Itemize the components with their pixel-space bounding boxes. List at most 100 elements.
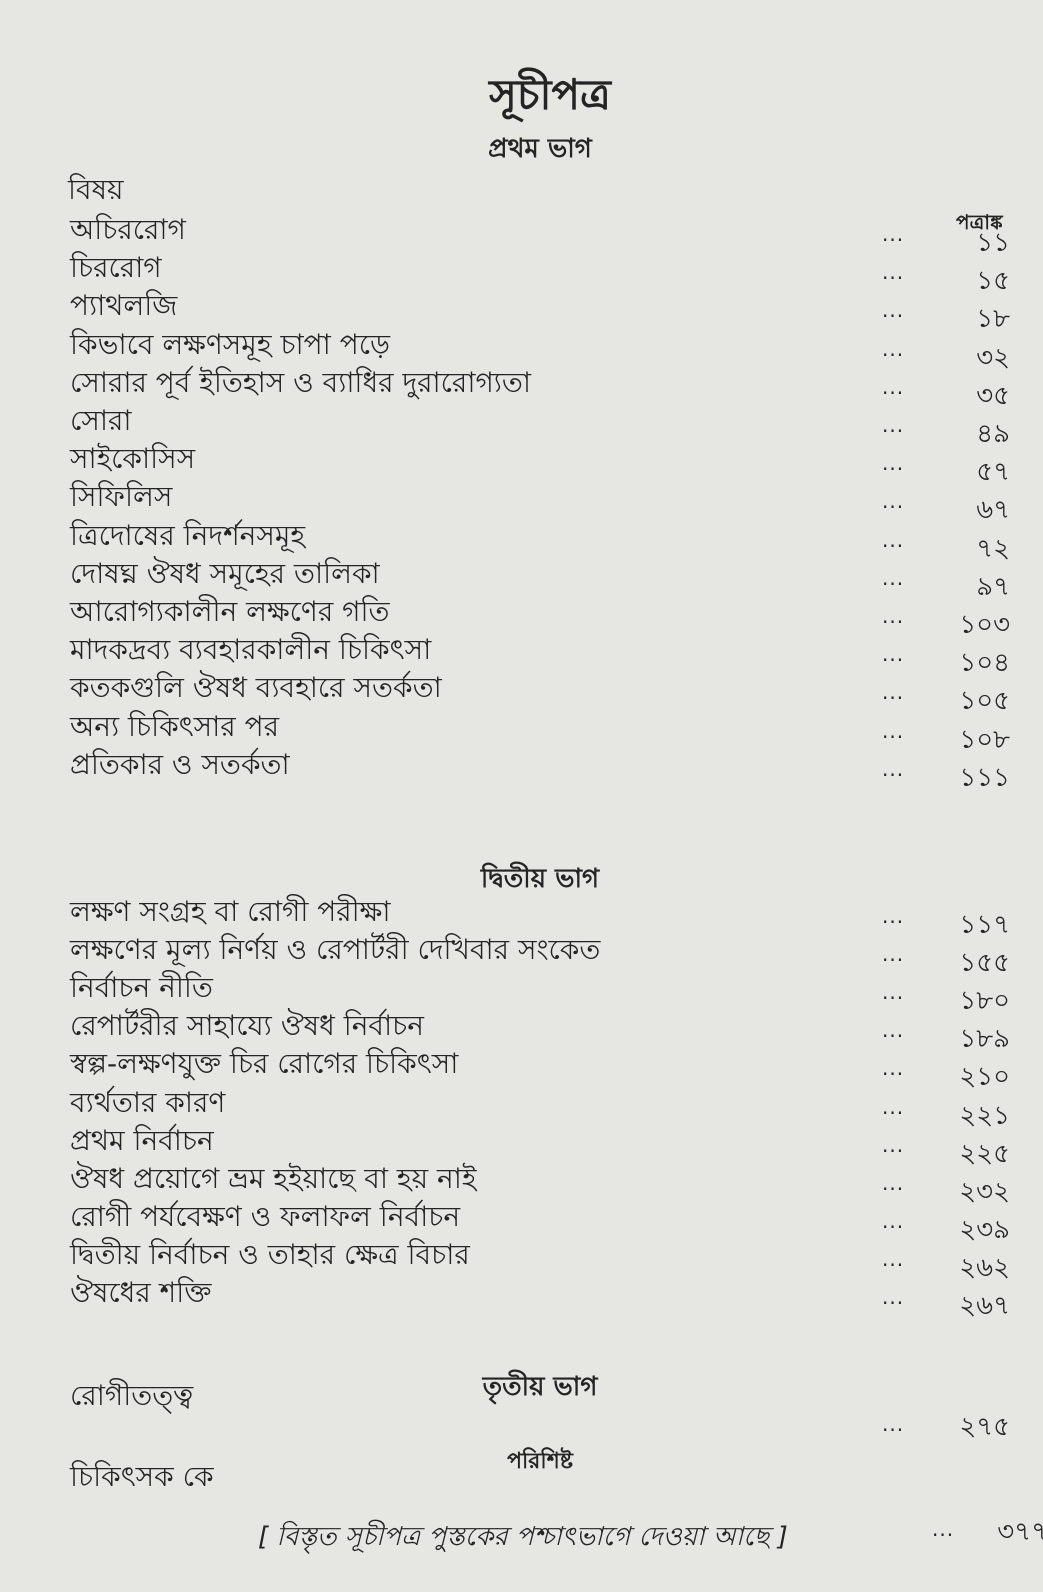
leader-dots: ...: [882, 1285, 905, 1309]
toc-entry-title: প্রতিকার ও সতর্কতা: [70, 747, 290, 781]
toc-entry-title: লক্ষণের মূল্য নির্ণয় ও রেপার্টরী দেখিবা…: [70, 933, 601, 967]
toc-entry-page: ৩২: [976, 342, 1010, 373]
toc-entry-title: স্বল্প-লক্ষণযুক্ত চির রোগের চিকিৎসা: [70, 1047, 459, 1081]
toc-row: অচিররোগ... ১১: [70, 208, 1010, 258]
toc-entry-title: ত্রিদোষের নিদর্শনসমূহ: [70, 518, 306, 552]
leader-dots: ...: [882, 336, 905, 361]
toc-row: রোগী পর্যবেক্ষণ ও ফলাফল নির্বাচন... ২৩৯: [70, 1195, 1010, 1245]
leader-dots: ...: [882, 1170, 905, 1195]
toc-entry-page: ১১১: [959, 762, 1010, 793]
toc-entry-page: ৫৭: [976, 457, 1010, 488]
toc-row: স্বল্প-লক্ষণযুক্ত চির রোগের চিকিৎসা... ২১…: [70, 1042, 1010, 1092]
leader-dots: ...: [882, 1132, 905, 1157]
leader-dots: ...: [882, 1412, 905, 1436]
leader-dots: ...: [882, 904, 905, 928]
part-heading-appendix: পরিশিষ্ট: [507, 1449, 573, 1474]
toc-entry-page: ৪৯: [976, 419, 1010, 449]
toc-entry-title: চিররোগ: [70, 251, 162, 285]
leader-dots: ...: [882, 1094, 905, 1119]
toc-row: প্যাথলজি... ১৮: [70, 284, 1010, 334]
subject-header: বিষয়: [68, 173, 124, 206]
toc-entry-title: সিফিলিস: [70, 480, 173, 514]
toc-entry-title: রেপার্টরীর সাহায্যে ঔষধ নির্বাচন: [70, 1009, 424, 1043]
toc-entry-title: রোগী পর্যবেক্ষণ ও ফলাফল নির্বাচন: [70, 1199, 461, 1233]
toc-row: কিভাবে লক্ষণসমূহ চাপা পড়ে... ৩২: [70, 323, 1010, 373]
page-title: সূচীপত্র: [489, 70, 611, 119]
leader-dots: ...: [882, 604, 905, 628]
toc-entry-title: কতকগুলি ঔষধ ব্যবহারে সতর্কতা: [70, 671, 442, 705]
toc-row: দ্বিতীয় নির্বাচন ও তাহার ক্ষেত্র বিচার.…: [70, 1233, 1010, 1283]
toc-row: রেপার্টরীর সাহায্যে ঔষধ নির্বাচন... ১৮৯: [70, 1004, 1010, 1054]
toc-row: লক্ষণের মূল্য নির্ণয় ও রেপার্টরী দেখিবা…: [70, 928, 1010, 978]
leader-dots: ...: [882, 527, 905, 552]
toc-entry-page: ২৭৫: [959, 1412, 1010, 1442]
toc-entry-page: ১৫: [976, 266, 1010, 297]
toc-row: নির্বাচন নীতি... ১৮০: [70, 966, 1010, 1016]
toc-entry-title: সাইকোসিস: [70, 442, 196, 476]
leader-dots: ...: [882, 222, 905, 246]
toc-entry-title: সোরা: [70, 404, 132, 437]
toc-row: প্রথম নির্বাচন... ২২৫: [70, 1119, 1010, 1169]
leader-dots: ...: [932, 1517, 955, 1541]
toc-entry-title: প্রথম নির্বাচন: [70, 1123, 214, 1157]
part-heading-3: তৃতীয় ভাগ: [482, 1372, 598, 1402]
toc-entry-title: ঔষধ প্রয়োগে ভ্রম হইয়াছে বা হয় নাই: [70, 1161, 477, 1195]
toc-row: আরোগ্যকালীন লক্ষণের গতি... ১০৩: [70, 590, 1010, 640]
toc-entry-page: ১০৪: [959, 648, 1010, 679]
toc-row: সোরার পূর্ব ইতিহাস ও ব্যাধির দুরারোগ্যতা…: [70, 361, 1010, 411]
leader-dots: ...: [882, 642, 905, 667]
leader-dots: ...: [882, 1018, 905, 1043]
toc-entry-title: অচিররোগ: [70, 213, 186, 246]
leader-dots: ...: [882, 565, 905, 590]
toc-entry-page: ২১০: [959, 1062, 1010, 1093]
toc-entry-title: প্যাথলজি: [70, 289, 178, 323]
toc-row: রোগীতত্ত্ব... ২৭৫: [70, 1374, 1010, 1442]
toc-row: চিররোগ... ১৫: [70, 246, 1010, 296]
leader-dots: ...: [882, 980, 905, 1005]
toc-row: ব্যর্থতার কারণ... ২২১: [70, 1081, 1010, 1131]
toc-row: প্রতিকার ও সতর্কতা... ১১১: [70, 743, 1010, 793]
leader-dots: ...: [882, 756, 905, 781]
toc-entry-title: অন্য চিকিৎসার পর: [70, 709, 279, 743]
toc-entry-title: লক্ষণ সংগ্রহ বা রোগী পরীক্ষা: [70, 895, 391, 928]
toc-row: মাদকদ্রব্য ব্যবহারকালীন চিকিৎসা... ১০৪: [70, 628, 1010, 678]
toc-entry-title: চিকিৎসক কে: [70, 1460, 214, 1493]
toc-row: দোষঘ্ন ঔষধ সমূহের তালিকা... ৯৭: [70, 552, 1010, 602]
toc-row: সাইকোসিস... ৫৭: [70, 437, 1010, 487]
toc-entry-title: কিভাবে লক্ষণসমূহ চাপা পড়ে: [70, 327, 390, 361]
toc-row: কতকগুলি ঔষধ ব্যবহারে সতর্কতা... ১০৫: [70, 666, 1010, 716]
toc-entry-page: ৭২: [976, 533, 1010, 564]
toc-entry-page: ১০৮: [959, 724, 1010, 755]
toc-entry-title: দোষঘ্ন ঔষধ সমূহের তালিকা: [70, 556, 380, 590]
footnote: [ বিস্তৃত সূচীপত্র পুস্তকের পশ্চাৎভাগে দ…: [258, 1522, 788, 1552]
toc-entry-page: ২২১: [959, 1100, 1010, 1131]
toc-entry-page: ৩৭৭: [997, 1517, 1043, 1547]
toc-entry-page: ২২৫: [959, 1138, 1010, 1169]
part-heading-2: দ্বিতীয় ভাগ: [480, 864, 600, 894]
toc-entry-page: ৩৫: [976, 380, 1010, 411]
page-number-header: পত্রাঙ্ক: [956, 210, 1003, 234]
toc-entry-page: ৬৭: [976, 495, 1010, 526]
toc-entry-page: ১০৩: [959, 610, 1010, 640]
toc-entry-title: রোগীতত্ত্ব: [70, 1379, 194, 1412]
toc-entry-page: ২৩৯: [959, 1214, 1010, 1245]
toc-entry-title: সোরার পূর্ব ইতিহাস ও ব্যাধির দুরারোগ্যতা: [70, 365, 532, 399]
leader-dots: ...: [882, 374, 905, 399]
leader-dots: ...: [882, 260, 905, 285]
toc-row: ঔষধ প্রয়োগে ভ্রম হইয়াছে বা হয় নাই... ২…: [70, 1157, 1010, 1207]
toc-row: অন্য চিকিৎসার পর... ১০৮: [70, 705, 1010, 755]
leader-dots: ...: [882, 413, 905, 437]
leader-dots: ...: [882, 451, 905, 476]
toc-row: ত্রিদোষের নিদর্শনসমূহ... ৭২: [70, 514, 1010, 564]
leader-dots: ...: [882, 718, 905, 743]
toc-row: চিকিৎসক কে... ৩৭৭: [70, 1455, 1043, 1547]
toc-entry-page: ২৬৭: [959, 1291, 1010, 1321]
toc-row: সোরা... ৪৯: [70, 399, 1010, 449]
leader-dots: ...: [882, 1208, 905, 1233]
toc-entry-page: ২৬২: [959, 1252, 1010, 1283]
leader-dots: ...: [882, 680, 905, 705]
toc-entry-page: ২৩২: [959, 1176, 1010, 1207]
toc-entry-title: ঔষধের শক্তি: [70, 1276, 212, 1309]
leader-dots: ...: [882, 489, 905, 514]
toc-entry-page: ১১: [976, 228, 1010, 258]
